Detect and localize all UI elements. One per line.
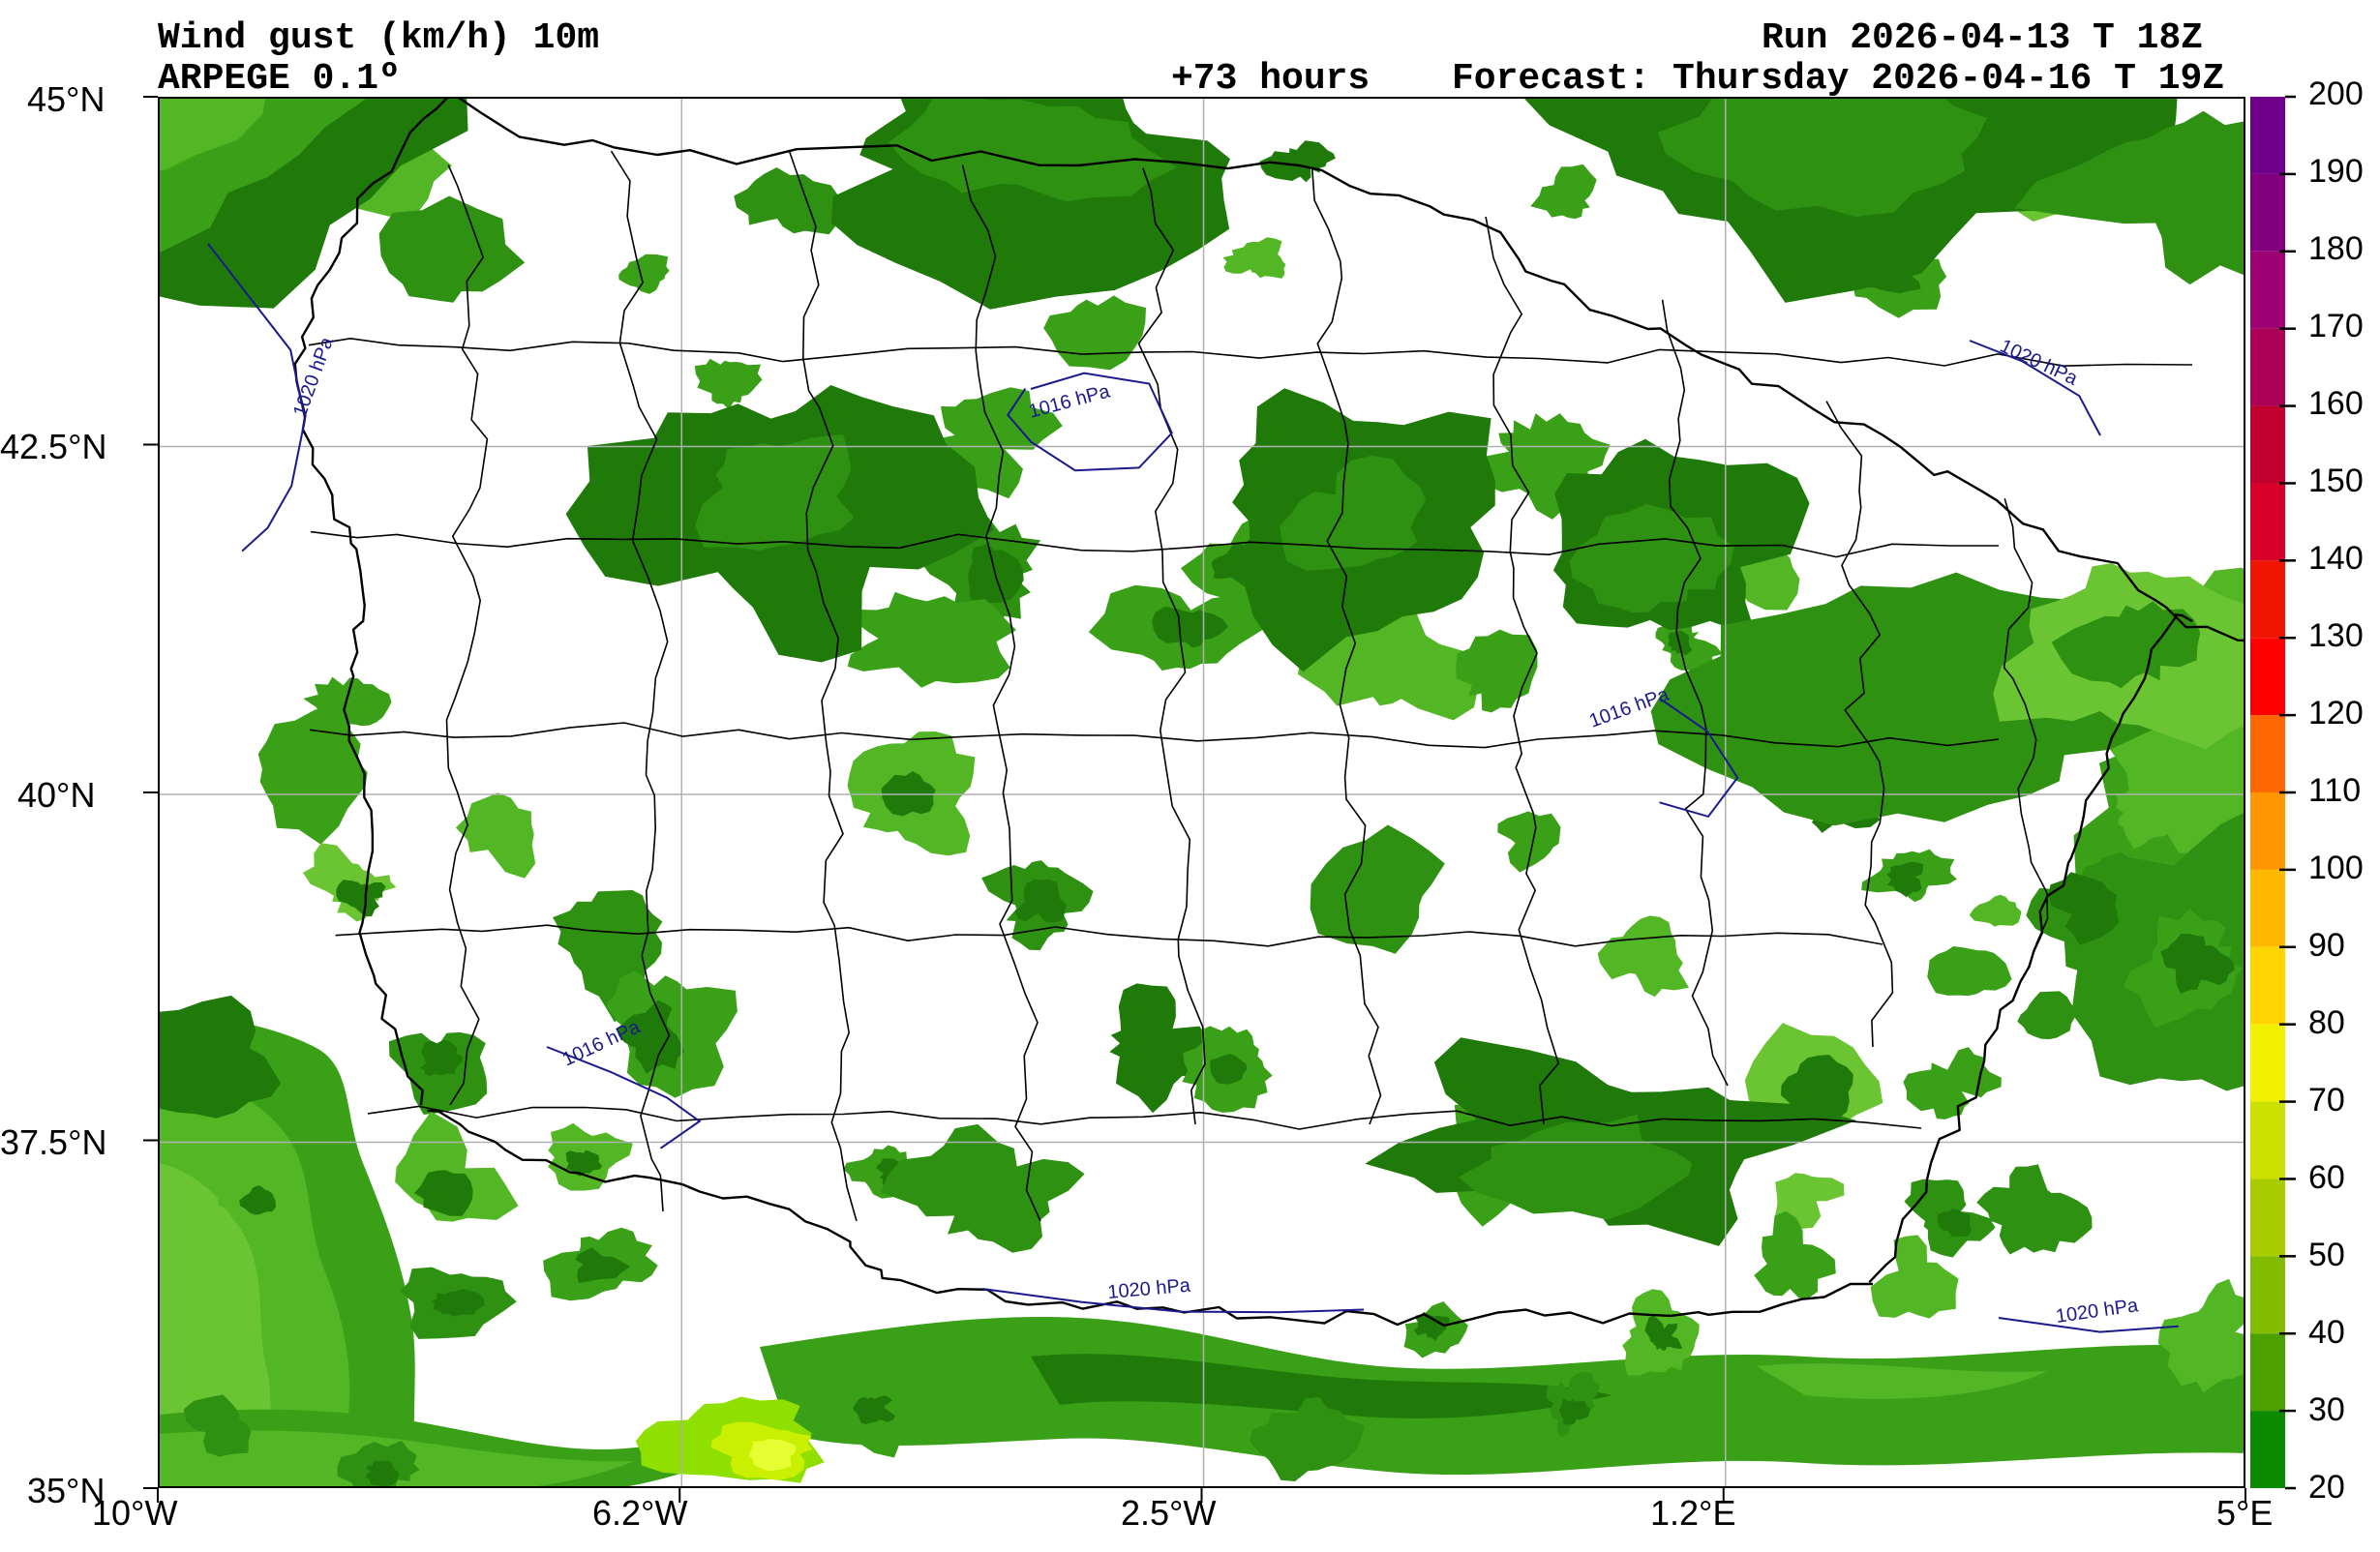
svg-text:1020 hPa: 1020 hPa [1997, 336, 2082, 391]
svg-text:1020 hPa: 1020 hPa [1107, 1275, 1192, 1303]
svg-text:1020 hPa: 1020 hPa [2055, 1295, 2141, 1328]
